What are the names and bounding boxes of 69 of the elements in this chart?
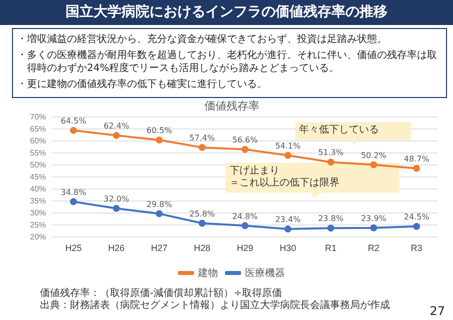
- x-tick-label: H29: [236, 243, 254, 254]
- point: [198, 144, 206, 151]
- point: [70, 198, 77, 206]
- data-label: 54.1%: [275, 141, 301, 150]
- data-label: 56.6%: [232, 135, 258, 144]
- data-label: 34.8%: [60, 188, 87, 197]
- x-tick-label: H27: [150, 243, 168, 254]
- point: [112, 204, 120, 212]
- data-label: 62.4%: [104, 122, 130, 131]
- point: [284, 226, 292, 233]
- x-tick-label: R2: [368, 243, 380, 254]
- point: [327, 158, 334, 166]
- y-tick-label: 20%: [30, 232, 46, 242]
- legend-label: 建物: [197, 266, 218, 279]
- legend-label: 医療機器: [245, 266, 285, 279]
- y-tick-label: 45%: [30, 172, 46, 182]
- point: [198, 220, 206, 227]
- text: ・多くの医療機器が耐用年数を超過しており、老朽化が進行。それに伴い、価値の残存率は取得時のわずか24%程度でリースも活用しながら踏みとどまっている。: [17, 49, 438, 75]
- data-label: 29.8%: [146, 200, 172, 209]
- point: [413, 164, 420, 172]
- text: 27: [430, 304, 445, 318]
- data-label: 24.8%: [232, 212, 258, 221]
- x-tick-label: R3: [410, 243, 422, 254]
- data-label: 25.8%: [189, 209, 216, 218]
- point: [413, 222, 420, 230]
- point: [242, 222, 249, 230]
- y-tick-label: 50%: [30, 160, 46, 170]
- data-label: 51.3%: [318, 148, 344, 158]
- data-label: 57.4%: [189, 134, 216, 143]
- data-label: 48.7%: [404, 154, 430, 164]
- x-tick-label: R1: [325, 243, 337, 254]
- point: [156, 210, 163, 218]
- point: [370, 161, 378, 168]
- data-label: 64.5%: [60, 116, 87, 126]
- text: ・増収減益の経営状況から、充分な資金が確保できておらず、投資は足踏み状態。: [17, 33, 388, 46]
- annotation: 下げ止まり: [230, 164, 280, 176]
- chart-subtitle: 価値残存率: [204, 100, 260, 113]
- data-label: 23.4%: [275, 215, 301, 224]
- data-label: 60.5%: [146, 126, 172, 136]
- x-tick-label: H25: [65, 243, 82, 254]
- point: [70, 126, 77, 134]
- point: [242, 146, 249, 153]
- text: 価値残存率：（取得原価-減価償却累計額）÷取得原価: [40, 288, 283, 300]
- x-tick-label: H30: [280, 243, 296, 254]
- source-note: 出典：財務諸表（病院セグメント情報）より国立大学病院長会議事務局が作成: [40, 300, 390, 312]
- annotation: 年々低下している: [299, 124, 380, 136]
- point: [370, 224, 378, 232]
- y-tick-label: 55%: [30, 148, 46, 158]
- point: [284, 152, 292, 159]
- point: [327, 224, 334, 232]
- y-tick-label: 65%: [30, 124, 46, 134]
- y-tick-label: 25%: [30, 220, 46, 230]
- point: [156, 136, 163, 144]
- text: ・更に建物の価値残存率の低下も確実に進行している。: [17, 78, 268, 91]
- point: [112, 132, 120, 139]
- y-tick-label: 35%: [30, 196, 46, 206]
- x-tick-label: H26: [108, 243, 125, 254]
- data-label: 23.8%: [318, 214, 344, 224]
- annotation: ＝これ以上の低下は限界: [230, 176, 340, 188]
- y-tick-label: 30%: [30, 208, 46, 218]
- y-tick-label: 60%: [30, 136, 46, 146]
- y-tick-label: 40%: [30, 184, 46, 194]
- data-label: 50.2%: [360, 150, 387, 160]
- data-label: 24.5%: [404, 212, 430, 222]
- y-tick-label: 70%: [30, 112, 46, 122]
- chart-title: 国立大学病院におけるインフラの価値残存率の推移: [0, 0, 453, 25]
- x-tick-label: H28: [194, 243, 210, 254]
- data-label: 32.0%: [104, 194, 130, 204]
- data-label: 23.9%: [360, 214, 387, 223]
